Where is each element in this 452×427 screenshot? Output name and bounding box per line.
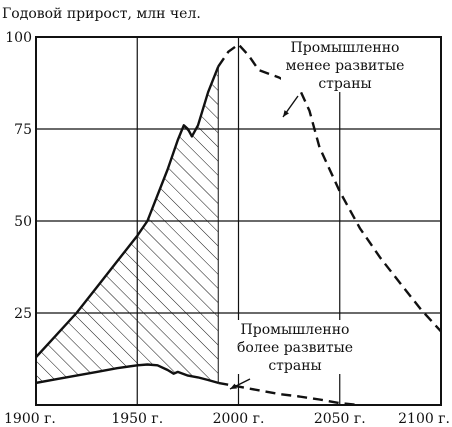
series-lines: [36, 43, 441, 405]
x-tick-label: 1950 г.: [111, 411, 163, 427]
series-label-line: Промышленно: [241, 322, 350, 338]
lower-label-arrow-head: [230, 383, 237, 389]
series-label-bg: [281, 56, 409, 74]
annotation-arrows: [229, 95, 299, 390]
hatched-area: [36, 66, 219, 383]
series-label-bg: [281, 38, 409, 56]
series-0-projection-line: [217, 43, 441, 333]
series-1-observed-line: [36, 363, 219, 385]
series-label-bg: [231, 320, 359, 338]
x-tick-label: 2100 г.: [398, 411, 450, 427]
plot-frame: [35, 36, 442, 406]
series-label-bg: [231, 338, 359, 356]
series-0-observed-line: [36, 65, 220, 359]
y-tick-label: 100: [5, 30, 32, 46]
series-label-line: Промышленно: [291, 40, 400, 56]
series-label-bg: [281, 74, 409, 92]
series-label-line: менее развитые: [286, 58, 405, 74]
series-label-line: более развитые: [237, 340, 353, 356]
series-label-bg: [231, 356, 359, 374]
series-1-projection-line: [218, 381, 361, 405]
y-tick-label: 50: [14, 214, 32, 230]
tick-labels: 25 50 75 100 1900 г. 1950 г. 2000 г. 2050 г. 210…: [4, 30, 450, 427]
shaded-region: [36, 66, 219, 383]
series-label-line: страны: [318, 76, 371, 92]
y-tick-label: 75: [14, 122, 32, 138]
series-labels: Промышленно менее развитые страны Промышлен…: [231, 38, 409, 374]
x-tick-label: 2000 г.: [213, 411, 265, 427]
x-tick-label: 2050 г.: [314, 411, 366, 427]
series-label-line: страны: [268, 358, 321, 374]
y-axis-title: Годовой прирост, млн чел.: [2, 6, 201, 22]
upper-label-arrow-head: [283, 110, 289, 117]
y-tick-label: 25: [14, 306, 32, 322]
x-tick-label: 1900 г.: [4, 411, 56, 427]
